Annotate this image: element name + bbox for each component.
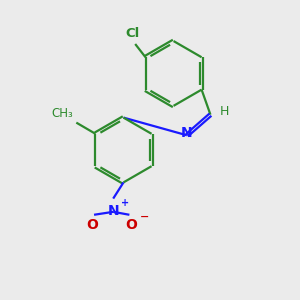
Text: N: N <box>181 126 192 140</box>
Text: H: H <box>219 105 229 118</box>
Text: O: O <box>86 218 98 232</box>
Text: O: O <box>125 218 137 232</box>
Text: −: − <box>140 212 149 222</box>
Text: +: + <box>121 198 129 208</box>
Text: CH₃: CH₃ <box>51 107 73 120</box>
Text: Cl: Cl <box>126 28 140 40</box>
Text: N: N <box>107 205 119 218</box>
